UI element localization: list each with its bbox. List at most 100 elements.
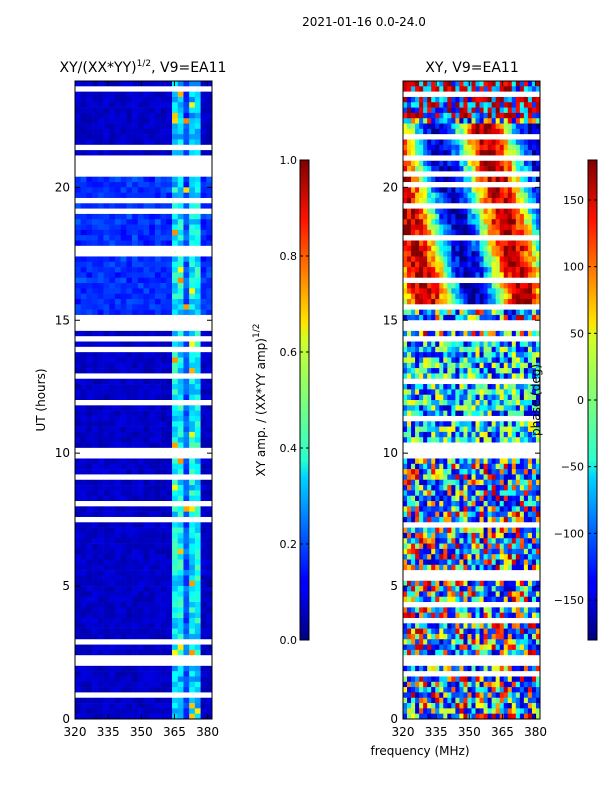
- left-heatmap-cell: [160, 495, 167, 502]
- right-heatmap-cell: [423, 564, 428, 571]
- right-heatmap-cell: [459, 224, 464, 231]
- left-heatmap-cell: [109, 591, 116, 598]
- left-heatmap-cell: [120, 633, 127, 640]
- right-heatmap-cell: [511, 511, 517, 518]
- right-heatmap-cell: [527, 501, 533, 507]
- left-heatmap-cell: [194, 213, 201, 220]
- left-heatmap-cell: [160, 421, 167, 427]
- left-heatmap-cell: [86, 506, 93, 512]
- left-heatmap-cell: [97, 554, 104, 560]
- right-heatmap-cell: [471, 586, 476, 592]
- left-heatmap-cell: [109, 538, 116, 544]
- left-heatmap-cell: [200, 213, 207, 220]
- right-heatmap-cell: [499, 352, 505, 358]
- right-heatmap-cell: [519, 314, 525, 321]
- right-heatmap-cell: [427, 559, 432, 566]
- right-heatmap-cell: [455, 256, 460, 263]
- left-heatmap-cell: [166, 596, 173, 603]
- left-heatmap-cell: [114, 469, 121, 475]
- right-heatmap-cell: [443, 548, 448, 555]
- right-heatmap-gap: [403, 447, 540, 454]
- left-heatmap-cell: [177, 607, 184, 613]
- left-heatmap-cell: [172, 229, 179, 236]
- right-heatmap-cell: [447, 208, 452, 215]
- right-heatmap-cell: [403, 229, 408, 236]
- left-heatmap-cell: [154, 96, 161, 103]
- left-heatmap-cell: [103, 708, 110, 714]
- right-heatmap-cell: [451, 437, 456, 443]
- right-heatmap-cell: [495, 213, 501, 220]
- right-heatmap-cell: [439, 298, 444, 305]
- left-heatmap-cell: [166, 633, 173, 640]
- right-heatmap-cell: [515, 511, 521, 518]
- right-heatmap-cell: [411, 144, 416, 151]
- right-heatmap-cell: [463, 219, 468, 225]
- right-heatmap-cell: [451, 208, 456, 215]
- right-heatmap-cell: [491, 150, 496, 156]
- right-heatmap-cell: [411, 187, 416, 193]
- right-heatmap-cell: [439, 586, 444, 592]
- left-heatmap-cell: [75, 187, 82, 193]
- left-heatmap-cell: [114, 596, 121, 603]
- right-heatmap-cell: [467, 559, 472, 566]
- right-heatmap-cell: [443, 543, 448, 550]
- right-heatmap-cell: [435, 362, 440, 369]
- left-heatmap-cell: [132, 272, 139, 279]
- right-heatmap-cell: [427, 469, 432, 475]
- left-heatmap-cell: [166, 410, 173, 417]
- left-heatmap-cell: [194, 410, 201, 417]
- right-heatmap-cell: [411, 368, 416, 374]
- left-heatmap-cell: [172, 330, 179, 337]
- left-heatmap-cell: [97, 506, 104, 512]
- left-heatmap-gap: [75, 320, 212, 326]
- right-heatmap-cell: [455, 192, 460, 199]
- right-heatmap-cell: [523, 586, 529, 592]
- left-heatmap-cell: [137, 612, 144, 619]
- right-heatmap-cell: [483, 421, 488, 427]
- left-heatmap-cell: [183, 623, 190, 629]
- left-heatmap-cell: [143, 511, 150, 518]
- left-heatmap-cell: [172, 437, 179, 443]
- left-heatmap-cell: [103, 479, 110, 486]
- right-heatmap-cell: [435, 118, 440, 124]
- right-heatmap-cell: [403, 187, 408, 193]
- left-heatmap-cell: [206, 570, 213, 576]
- left-heatmap-cell: [154, 378, 161, 385]
- right-heatmap-cell: [403, 458, 408, 465]
- left-heatmap-cell: [149, 96, 156, 103]
- left-heatmap-cell: [132, 405, 139, 411]
- right-heatmap-cell: [531, 208, 537, 215]
- left-heatmap-cell: [80, 293, 87, 300]
- left-heatmap-cell: [97, 602, 104, 608]
- right-heatmap-cell: [491, 160, 496, 167]
- right-heatmap-cell: [491, 224, 496, 231]
- left-heatmap-cell: [92, 554, 99, 560]
- right-heatmap-cell: [535, 538, 541, 544]
- right-heatmap-cell: [527, 118, 533, 124]
- right-heatmap-cell: [499, 532, 505, 539]
- right-heatmap-cell: [423, 298, 428, 305]
- left-heatmap-cell: [126, 415, 133, 422]
- right-heatmap-cell: [527, 511, 533, 518]
- left-heatmap-cell: [183, 671, 190, 677]
- right-heatmap-cell: [419, 102, 424, 108]
- right-heatmap-cell: [443, 298, 448, 305]
- left-heatmap: [75, 81, 213, 720]
- right-heatmap-cell: [511, 538, 517, 544]
- right-heatmap-cell: [499, 213, 505, 220]
- right-heatmap-cell: [471, 240, 476, 247]
- right-heatmap-cell: [411, 229, 416, 236]
- left-heatmap-cell: [160, 591, 167, 598]
- left-heatmap-cell: [109, 182, 116, 188]
- left-heatmap-cell: [160, 458, 167, 465]
- left-heatmap-cell: [154, 213, 161, 220]
- right-heatmap-cell: [531, 352, 537, 358]
- left-heatmap-cell: [114, 272, 121, 279]
- right-heatmap-cell: [451, 187, 456, 193]
- left-heatmap-cell: [137, 283, 144, 289]
- left-heatmap-cell: [132, 240, 139, 247]
- right-heatmap-cell: [415, 123, 420, 130]
- right-heatmap-cell: [519, 474, 525, 481]
- left-heatmap-cell: [80, 617, 87, 624]
